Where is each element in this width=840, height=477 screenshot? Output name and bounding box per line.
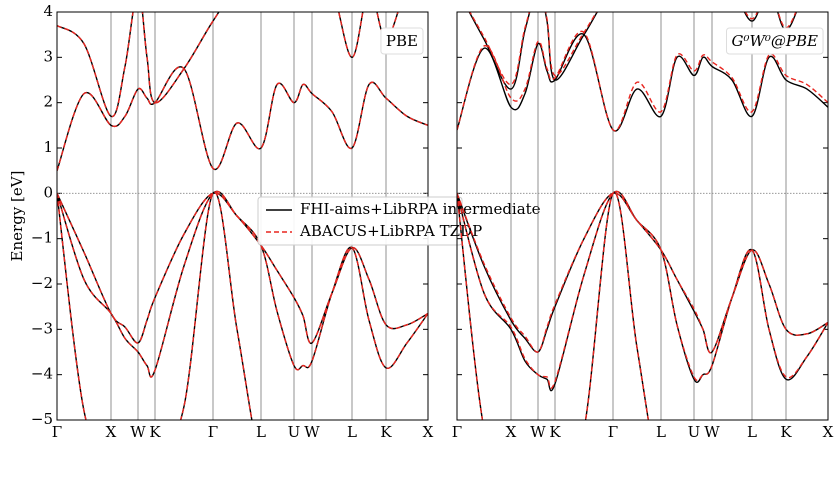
band-line	[57, 12, 399, 117]
y-tick-label: −1	[31, 229, 53, 247]
band-line	[57, 12, 399, 117]
x-tick-label: W	[130, 423, 146, 441]
x-tick-label: U	[688, 423, 701, 441]
legend-label: ABACUS+LibRPA TZDP	[299, 222, 482, 240]
band-line	[457, 30, 828, 132]
band-line	[57, 190, 428, 378]
y-axis-label: Energy [eV]	[8, 171, 26, 262]
y-tick-label: 3	[43, 47, 53, 65]
legend-box	[257, 196, 463, 246]
axes-frame	[456, 11, 829, 421]
y-tick-label: −3	[31, 319, 53, 337]
x-tick-label: L	[656, 423, 666, 441]
x-tick-label: U	[288, 423, 301, 441]
band-line	[457, 33, 828, 132]
band-line	[57, 191, 253, 420]
x-tick-label: K	[149, 423, 161, 441]
band-line	[57, 66, 428, 171]
y-tick-label: 4	[43, 2, 53, 20]
x-tick-label: K	[380, 423, 392, 441]
x-tick-label: W	[530, 423, 546, 441]
x-tick-label: W	[704, 423, 720, 441]
y-tick-label: 2	[43, 93, 53, 111]
y-tick-label: 1	[43, 138, 53, 156]
x-tick-label: X	[106, 423, 117, 441]
y-tick-label: −4	[31, 365, 53, 383]
y-tick-label: −2	[31, 274, 53, 292]
annotation: G⁰W⁰@PBE	[732, 32, 819, 50]
annotation-box	[726, 27, 824, 55]
x-tick-label: W	[304, 423, 320, 441]
x-tick-label: L	[256, 423, 266, 441]
x-tick-label: K	[780, 423, 792, 441]
x-tick-label: K	[549, 423, 561, 441]
legend-label: FHI-aims+LibRPA intermediate	[300, 200, 541, 218]
annotation-box	[380, 27, 424, 55]
band-line	[469, 12, 797, 86]
y-tick-label: 0	[43, 183, 53, 201]
x-tick-label: L	[747, 423, 757, 441]
x-tick-label: X	[506, 423, 517, 441]
x-tick-label: Γ	[208, 423, 218, 441]
x-tick-label: X	[423, 423, 434, 441]
x-tick-label: Γ	[52, 423, 62, 441]
annotation: PBE	[386, 32, 418, 50]
x-tick-label: Γ	[452, 423, 462, 441]
band-line	[457, 191, 650, 420]
band-line	[457, 190, 828, 389]
x-tick-label: Γ	[608, 423, 618, 441]
x-tick-label: L	[347, 423, 357, 441]
legend: FHI-aims+LibRPA intermediate ABACUS+LibRP…	[257, 196, 541, 246]
y-tick-label: −5	[31, 410, 53, 428]
bands	[457, 12, 828, 420]
x-tick-label: X	[823, 423, 834, 441]
